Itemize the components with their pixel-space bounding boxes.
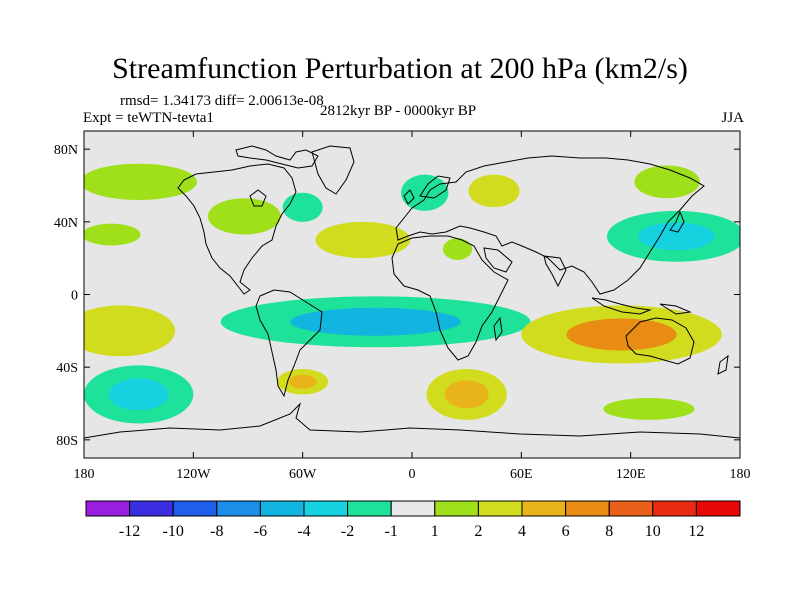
colorbar-label: -6 <box>254 523 267 540</box>
anomaly-north-atlantic-negative <box>282 192 323 222</box>
coastline-north-america <box>177 163 297 295</box>
colorbar-label: 1 <box>431 523 439 540</box>
anomaly-southern-ocean-positive <box>603 398 695 420</box>
colorbar-label: 6 <box>562 523 570 540</box>
anomaly-core-argentina-positive <box>288 374 317 389</box>
colorbar-swatch <box>434 500 479 517</box>
lon-tick-label: 120W <box>176 467 211 482</box>
colorbar: -12 -10 -8 -6 -4 -2 -1 1 2 4 6 8 10 12 <box>85 500 741 540</box>
colorbar-swatch <box>477 500 523 517</box>
colorbar-label: -1 <box>385 523 398 540</box>
coastline-australia <box>625 317 695 365</box>
colorbar-swatch <box>608 500 654 517</box>
anomaly-core-south-atlantic-positive <box>444 380 489 409</box>
colorbar-swatch <box>390 500 436 517</box>
coastline-new-guinea <box>659 303 692 315</box>
coastline-british-isles <box>403 189 415 205</box>
colorbar-swatch <box>565 500 610 517</box>
lat-tick-label: 80N <box>54 143 78 158</box>
anomaly-core-eastern-europe-positive <box>479 181 509 200</box>
coastline-japan <box>669 210 685 233</box>
colorbar-swatch <box>85 500 131 517</box>
coastline-antarctica <box>84 402 740 439</box>
coastline-new-zealand <box>717 354 729 375</box>
anomaly-core-atlantic-subtropical-positive <box>336 230 389 250</box>
lon-tick-label: 60W <box>289 467 317 482</box>
colorbar-swatch <box>652 500 697 517</box>
lon-tick-label: 180 <box>730 467 751 482</box>
colorbar-label: -12 <box>119 523 140 540</box>
colorbar-swatch <box>303 500 349 517</box>
coastline-eurasia <box>395 155 705 295</box>
anomaly-north-pacific-positive <box>84 163 197 201</box>
anomaly-europe-negative <box>401 174 449 211</box>
coastline-africa <box>391 235 509 361</box>
coastlines <box>84 145 740 439</box>
lat-tick-label: 80S <box>56 434 78 449</box>
anomaly-layer <box>84 163 740 424</box>
colorbar-swatch <box>259 500 305 517</box>
lat-tick-label: 40N <box>54 216 78 231</box>
experiment-label: Expt = teWTN-tevta1 <box>83 110 214 126</box>
lon-tick-label: 120E <box>616 467 646 482</box>
colorbar-label: -4 <box>297 523 310 540</box>
colorbar-label: 2 <box>474 523 482 540</box>
coastline-hudson-bay <box>249 189 267 207</box>
coastline-greenland <box>311 145 355 195</box>
lon-tick-label: 0 <box>409 467 416 482</box>
anomaly-core-east-asia-negative <box>638 222 715 251</box>
colorbar-label: -2 <box>341 523 354 540</box>
colorbar-label: -10 <box>163 523 184 540</box>
coastline-indonesia <box>591 297 652 315</box>
colorbar-swatch <box>347 500 392 517</box>
anomaly-west-pacific-north-positive <box>84 223 141 246</box>
anomaly-east-asia-positive <box>634 165 700 199</box>
lon-tick-label: 180 <box>74 467 95 482</box>
colorbar-swatch <box>129 500 174 517</box>
period-label: 2812kyr BP - 0000kyr BP <box>320 103 477 119</box>
rmsd-label: rmsd= 1.34173 diff= 2.00613e-08 <box>120 93 324 109</box>
colorbar-label: 12 <box>688 523 704 540</box>
anomaly-core-tropical-belt-negative <box>290 307 461 336</box>
lon-tick-label: 60E <box>510 467 533 482</box>
coastline-arabia <box>483 247 513 273</box>
axis-ticks: 80N 40N 0 40S 80S 180 120W 60W 0 60E 120E 180 <box>54 131 751 482</box>
colorbar-label: 10 <box>645 523 661 540</box>
coastline-arctic-islands <box>235 145 319 169</box>
lat-tick-label: 0 <box>71 289 78 304</box>
colorbar-label: -8 <box>210 523 223 540</box>
anomaly-core-east-pacific-positive <box>90 316 151 345</box>
coastline-india <box>543 255 567 288</box>
colorbar-swatch <box>521 500 567 517</box>
anomaly-core-south-pacific-negative <box>108 378 169 411</box>
coastline-scandinavia <box>419 175 451 199</box>
coastline-south-america <box>255 289 323 398</box>
anomaly-sahara-positive <box>442 238 473 260</box>
colorbar-swatch <box>216 500 261 517</box>
colorbar-label: 4 <box>518 523 526 540</box>
colorbar-swatch <box>172 500 218 517</box>
season-label: JJA <box>721 110 744 126</box>
lat-tick-label: 40S <box>56 361 78 376</box>
chart-title: Streamfunction Perturbation at 200 hPa (… <box>112 52 688 85</box>
colorbar-swatch <box>695 500 741 517</box>
anomaly-north-america-positive <box>207 198 281 235</box>
coastline-madagascar <box>493 316 503 342</box>
anomaly-core-australia-positive <box>566 318 677 351</box>
colorbar-label: 8 <box>605 523 613 540</box>
